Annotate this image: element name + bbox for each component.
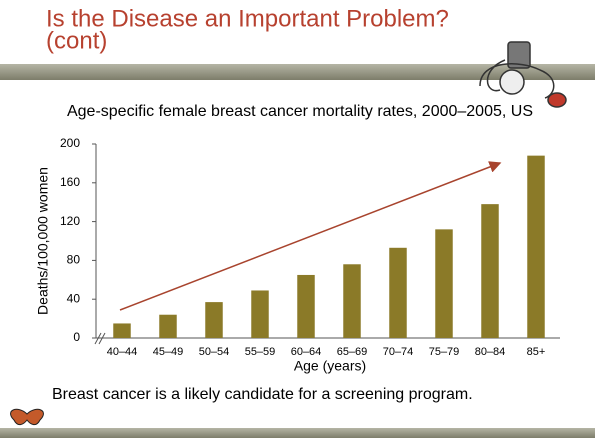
x-tick-label: 40–44 — [107, 346, 138, 358]
slide: Is the Disease an Important Problem? (co… — [0, 0, 595, 438]
bar — [205, 302, 222, 338]
x-tick-label: 45–49 — [153, 346, 184, 358]
footer-text: Breast cancer is a likely candidate for … — [52, 386, 473, 403]
bar — [343, 264, 360, 338]
slide-title: (cont) — [46, 27, 107, 54]
bar — [527, 156, 544, 338]
bar — [159, 315, 176, 338]
y-tick-label: 40 — [67, 291, 81, 305]
x-axis-label: Age (years) — [294, 358, 366, 374]
x-tick-label: 70–74 — [383, 346, 414, 358]
bar — [481, 204, 498, 338]
y-tick-label: 160 — [60, 175, 80, 189]
y-tick-label: 120 — [60, 214, 80, 228]
y-tick-label: 80 — [67, 253, 81, 267]
x-tick-label: 60–64 — [291, 346, 322, 358]
y-axis-label: Deaths/100,000 women — [35, 167, 51, 315]
x-tick-label: 50–54 — [199, 346, 230, 358]
y-tick-label: 0 — [73, 330, 80, 344]
bar — [297, 275, 314, 338]
footer-band — [0, 428, 595, 438]
x-tick-label: 85+ — [527, 346, 546, 358]
bar — [251, 290, 268, 338]
bar — [389, 248, 406, 338]
x-tick-label: 55–59 — [245, 346, 276, 358]
bar — [435, 229, 452, 338]
x-tick-label: 65–69 — [337, 346, 368, 358]
x-tick-label: 75–79 — [429, 346, 460, 358]
y-tick-label: 200 — [60, 136, 80, 150]
x-tick-label: 80–84 — [475, 346, 506, 358]
chart-title: Age-specific female breast cancer mortal… — [67, 103, 533, 120]
bar — [113, 323, 130, 338]
